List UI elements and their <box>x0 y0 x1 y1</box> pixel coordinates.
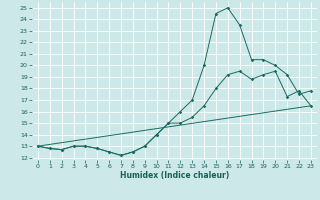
X-axis label: Humidex (Indice chaleur): Humidex (Indice chaleur) <box>120 171 229 180</box>
